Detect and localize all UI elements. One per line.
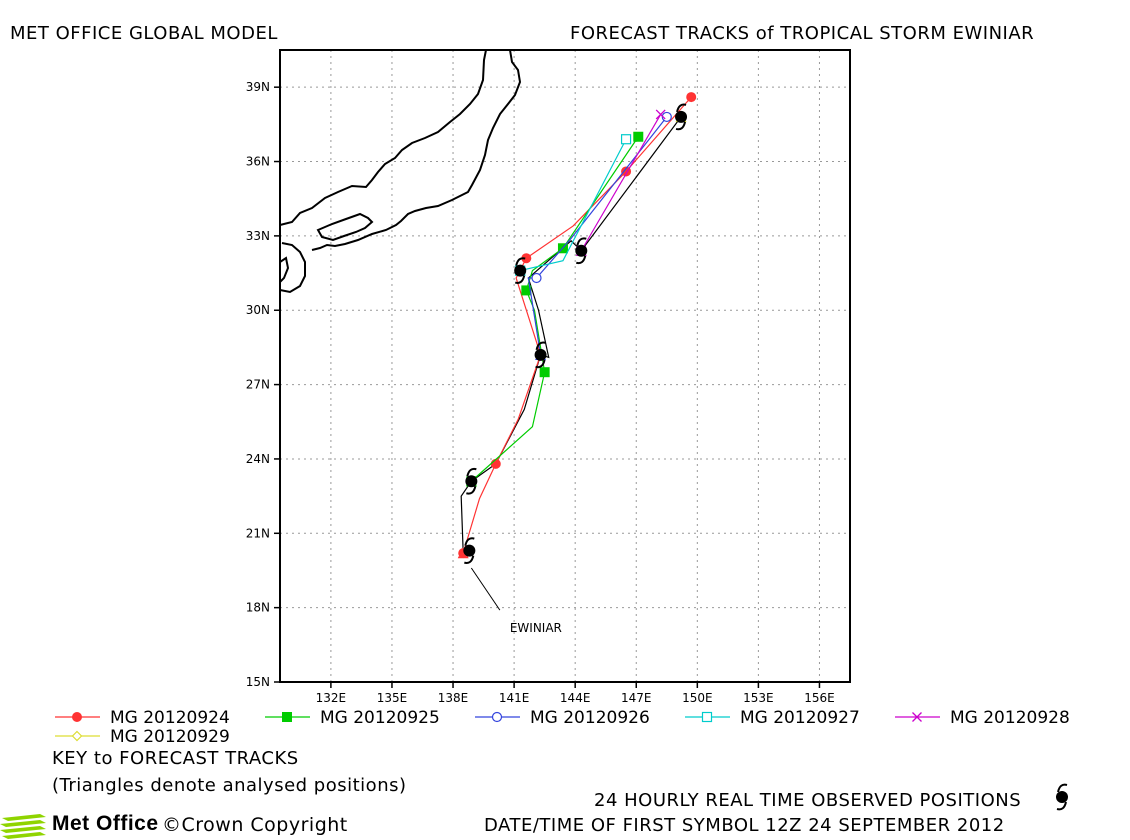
logo-name: Met Office — [52, 812, 159, 835]
legend-label-0: MG 20120924 — [110, 708, 230, 728]
series-point-4 — [655, 109, 666, 120]
y-tick-label: 21N — [246, 526, 270, 540]
storm-arm-top — [515, 257, 526, 266]
legend-label-3: MG 20120927 — [740, 708, 860, 728]
series-line-1 — [470, 136, 639, 482]
legend-marker-4 — [912, 712, 922, 722]
storm-arm-bottom — [535, 359, 546, 369]
storm-arm-top — [1057, 783, 1068, 793]
x-tick-label: 156E — [804, 691, 835, 705]
x-tick-label: 138E — [438, 691, 469, 705]
observed-storm-icon — [463, 537, 476, 564]
legend-label-1: MG 20120925 — [320, 708, 440, 728]
key-note: (Triangles denote analysed positions) — [52, 775, 407, 796]
storm-arm-bottom — [675, 121, 687, 131]
storm-arm-bottom — [466, 485, 477, 495]
storm-core — [675, 110, 688, 123]
y-tick-label: 39N — [246, 80, 270, 94]
observed-positions: EWINIAR — [463, 103, 688, 635]
series-point-1 — [539, 367, 550, 378]
storm-arm-top — [535, 341, 546, 351]
legend-marker-1 — [282, 712, 292, 722]
storm-arm-bottom — [1056, 801, 1067, 811]
storm-arm-bottom — [514, 275, 526, 284]
analysed-track-line — [460, 116, 682, 554]
observed-note: 24 HOURLY REAL TIME OBSERVED POSITIONS — [594, 790, 1022, 811]
storm-label-pointer — [470, 567, 501, 611]
series-point-1 — [633, 131, 644, 142]
legend-marker-2 — [491, 711, 503, 723]
observed-storm-icon — [1056, 783, 1068, 811]
storm-core — [514, 264, 527, 277]
x-tick-label: 144E — [560, 691, 591, 705]
storm-arm-top — [464, 537, 475, 546]
japan-coastline-path — [279, 49, 522, 294]
storm-arm-top — [466, 467, 477, 477]
storm-core — [463, 544, 476, 557]
y-tick-label: 18N — [246, 601, 270, 615]
x-tick-label: 150E — [682, 691, 713, 705]
kyushu-coastline — [279, 256, 290, 283]
legend-label-5: MG 20120929 — [110, 727, 230, 747]
japan-coastline — [279, 49, 522, 294]
met-office-logo-icon — [0, 814, 46, 839]
y-tick-label: 27N — [246, 378, 270, 392]
series-point-0 — [686, 92, 697, 103]
legend: MG 20120924 MG 20120925 MG 20120926 MG 2012… — [55, 708, 1070, 811]
storm-core — [465, 475, 478, 488]
x-tick-label: 153E — [743, 691, 774, 705]
storm-arm-top — [576, 237, 587, 247]
grid-lines — [280, 50, 850, 682]
x-tick-label: 141E — [499, 691, 530, 705]
storm-core — [1056, 791, 1068, 803]
axes: 132E 135E 138E 141E 144E 147E 150E 153E 156E 15N 1… — [246, 49, 851, 705]
y-tick-label: 15N — [246, 675, 270, 689]
x-tick-label: 147E — [621, 691, 652, 705]
series-line-0 — [462, 96, 692, 554]
y-tick-label: 36N — [246, 155, 270, 169]
copyright-text: ©Crown Copyright — [162, 814, 348, 836]
x-tick-label: 135E — [377, 691, 408, 705]
legend-label-4: MG 20120928 — [950, 708, 1070, 728]
storm-arm-top — [676, 103, 687, 113]
legend-label-2: MG 20120926 — [530, 708, 650, 728]
observed-storm-icon — [575, 237, 588, 265]
header-left-title: MET OFFICE GLOBAL MODEL — [10, 23, 278, 44]
observed-storm-icon — [534, 341, 547, 369]
key-title: KEY to FORECAST TRACKS — [52, 748, 299, 769]
storm-arm-bottom — [464, 555, 475, 564]
header-right-title: FORECAST TRACKS of TROPICAL STORM EWINIA… — [570, 23, 1035, 44]
observed-storm-icon — [465, 467, 478, 495]
storm-core — [575, 244, 588, 257]
series-line-4 — [580, 114, 662, 252]
y-tick-label: 24N — [246, 452, 270, 466]
y-tick-label: 30N — [246, 303, 270, 317]
observed-storm-icon — [675, 103, 688, 131]
forecast-tracks — [457, 92, 697, 559]
series-point-0 — [490, 458, 501, 469]
plot-frame — [279, 49, 851, 683]
first-symbol-note: DATE/TIME OF FIRST SYMBOL 12Z 24 SEPTEMB… — [484, 815, 1005, 836]
observed-storm-icon — [514, 257, 527, 284]
storm-label: EWINIAR — [510, 621, 562, 635]
x-tick-label: 132E — [316, 691, 347, 705]
y-tick-label: 33N — [246, 229, 270, 243]
legend-marker-5 — [71, 730, 83, 742]
storm-arm-bottom — [576, 255, 587, 265]
legend-marker-3 — [701, 711, 713, 723]
series-point-2 — [531, 272, 542, 284]
series-line-3 — [520, 138, 627, 272]
shikoku-coastline — [316, 212, 374, 242]
storm-core — [534, 348, 547, 361]
legend-marker-0 — [72, 712, 82, 722]
series-point-3 — [620, 134, 632, 145]
